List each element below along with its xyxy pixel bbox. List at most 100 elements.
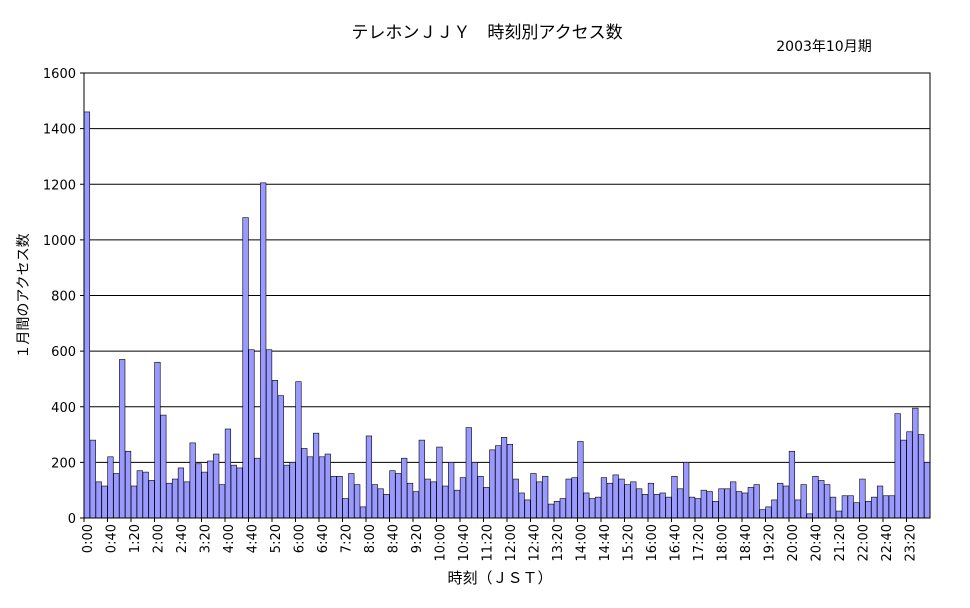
bar — [506, 443, 514, 519]
bar — [636, 488, 643, 519]
bar — [101, 485, 108, 519]
bar — [307, 456, 314, 519]
bar — [354, 484, 361, 519]
bar — [724, 488, 731, 519]
y-tick-label: 1200 — [43, 178, 76, 193]
bar — [365, 435, 373, 519]
bar — [389, 470, 396, 519]
x-tick-label: 20:00 — [786, 524, 801, 561]
x-tick-label: 23:20 — [903, 524, 918, 561]
bar — [547, 503, 555, 519]
bar — [330, 475, 337, 519]
bar — [119, 359, 126, 519]
bar — [583, 492, 590, 519]
bar — [741, 492, 749, 519]
bar — [923, 462, 931, 519]
bar — [553, 501, 561, 519]
x-tick-label: 8:40 — [386, 524, 401, 553]
bar — [718, 488, 725, 519]
bar — [589, 498, 596, 519]
bar — [700, 489, 707, 519]
bar — [348, 473, 355, 519]
bar — [154, 361, 161, 519]
axes — [80, 72, 930, 522]
bar — [894, 413, 901, 519]
bar — [747, 487, 754, 519]
bar — [342, 498, 349, 519]
bar — [89, 439, 96, 519]
bar — [277, 395, 284, 519]
x-tick-label: 6:00 — [292, 524, 307, 553]
bar — [524, 499, 531, 519]
bar — [412, 491, 420, 519]
x-tick-label: 15:20 — [621, 524, 636, 561]
x-tick-label: 17:20 — [692, 524, 707, 561]
bar — [612, 474, 619, 519]
bar — [136, 470, 143, 519]
bar — [183, 481, 190, 519]
x-tick-label: 9:20 — [410, 524, 425, 553]
bar — [401, 457, 408, 519]
bar — [107, 456, 114, 519]
bar — [130, 485, 138, 519]
y-axis-label: １月間のアクセス数 — [16, 233, 32, 358]
bar — [777, 482, 784, 519]
y-tick-label: 1400 — [43, 123, 76, 138]
bar — [918, 434, 925, 519]
x-tick-label: 21:20 — [833, 524, 848, 561]
bar — [224, 428, 232, 519]
bar — [213, 453, 220, 519]
bar — [489, 449, 496, 519]
bar — [160, 414, 167, 519]
bar — [242, 217, 249, 519]
bar — [424, 478, 431, 519]
y-tick-label: 1600 — [43, 67, 76, 82]
x-tick-label: 12:40 — [527, 524, 542, 561]
x-tick-label: 16:40 — [668, 524, 683, 561]
bar — [853, 502, 860, 519]
x-tick-label: 18:40 — [739, 524, 754, 561]
bar — [912, 407, 919, 519]
x-tick-label: 3:20 — [198, 524, 213, 553]
bar — [301, 448, 308, 519]
y-tick-label: 200 — [51, 456, 76, 471]
x-axis-label: 時刻（ＪＳＴ） — [447, 569, 552, 587]
x-tick-label: 14:00 — [574, 524, 589, 561]
bar — [800, 484, 807, 519]
bar — [594, 496, 602, 519]
y-tick-labels: 0 200 400 600 800 1000 1200 1400 1600 — [43, 67, 76, 527]
x-tick-label: 10:40 — [457, 524, 472, 561]
bar — [512, 478, 519, 519]
bar — [359, 506, 367, 519]
bar — [442, 485, 449, 519]
bar — [453, 489, 461, 519]
chart-subtitle: 2003年10月期 — [776, 39, 871, 55]
bar — [559, 498, 566, 519]
bar — [565, 478, 572, 519]
bar — [83, 111, 91, 519]
bar — [207, 460, 214, 519]
x-tick-label: 8:00 — [363, 524, 378, 553]
bar — [771, 499, 778, 519]
bar — [171, 478, 179, 519]
bar — [542, 475, 549, 519]
bar — [759, 509, 766, 519]
x-tick-label: 19:20 — [762, 524, 777, 561]
bar — [265, 349, 273, 519]
bar — [377, 488, 384, 519]
bar — [630, 481, 637, 519]
bar — [882, 495, 890, 519]
bar — [647, 482, 655, 519]
bar — [260, 182, 267, 519]
bar — [653, 494, 660, 519]
y-tick-label: 0 — [68, 512, 76, 527]
bar — [195, 463, 202, 519]
bar — [871, 496, 878, 519]
x-tick-label: 22:40 — [880, 524, 895, 561]
bar — [683, 462, 690, 519]
bar — [694, 498, 702, 519]
bar — [395, 473, 402, 519]
bar — [500, 437, 508, 519]
